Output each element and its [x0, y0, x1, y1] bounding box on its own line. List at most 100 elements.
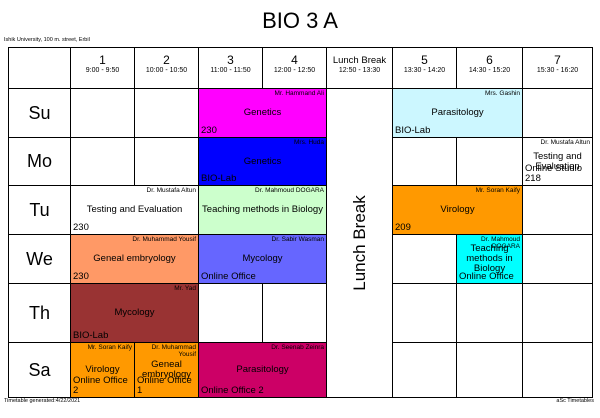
empty-cell	[522, 234, 593, 284]
teacher: Dr. Muhammad Yousif	[132, 236, 196, 243]
teacher: Mr. Soran Kaify	[475, 187, 520, 194]
column-header: 4 12:00 - 12:50	[262, 47, 327, 89]
empty-cell	[262, 283, 327, 343]
empty-cell	[392, 342, 457, 398]
day-label: Su	[8, 88, 71, 138]
subject: Mycology	[114, 307, 155, 318]
empty-cell	[70, 137, 135, 186]
column-time: 12:00 - 12:50	[273, 67, 316, 74]
column-header: Lunch Break 12:50 - 13:30	[326, 47, 393, 89]
column-header: 3 11:00 - 11:50	[198, 47, 263, 89]
column-label: 7	[554, 53, 561, 67]
column-time: 12:50 - 13:30	[338, 67, 381, 74]
teacher: Dr. Mustafa Altun	[146, 187, 197, 194]
lesson-card: Dr. Mustafa Altun Testing and Evaluation 2…	[70, 185, 199, 235]
column-header: 7 15:30 - 16:20	[522, 47, 593, 89]
empty-cell	[134, 88, 199, 138]
teacher: Dr. Seenab Zeinra	[271, 344, 324, 351]
teacher: Mrs. Gashin	[484, 90, 520, 97]
lesson-card: Mr. Yad Mycology BIO-Lab	[70, 283, 199, 343]
room: Online Office 2	[201, 385, 264, 396]
empty-cell	[392, 234, 457, 284]
column-label: Lunch Break	[332, 55, 387, 66]
empty-cell	[392, 137, 457, 186]
subject: Testing and Evaluation	[533, 150, 582, 172]
title: BIO 3 A	[262, 8, 338, 33]
teacher: Dr. Mahmoud DOGARA	[255, 187, 324, 194]
room: 230	[73, 271, 89, 282]
empty-cell	[522, 185, 593, 235]
lesson-card: Dr. Mustafa Altun Testing and Evaluation O…	[522, 137, 593, 186]
room: Online Office 2	[73, 375, 128, 396]
teacher: Mr. Hammand Ali	[274, 90, 325, 97]
column-label: 1	[99, 53, 106, 67]
teacher: Mrs. Huda	[294, 139, 324, 146]
teacher: Dr. Muhammad Yousif	[151, 344, 196, 358]
column-time: 15:30 - 16:20	[536, 67, 579, 74]
column-label: 3	[227, 53, 234, 67]
lesson-card: Dr. Seenab Zeinra Parasitology Online Offi…	[198, 342, 327, 398]
column-time: 11:00 - 11:50	[210, 67, 251, 74]
brand: aSc Timetables	[556, 398, 594, 404]
empty-cell	[198, 283, 263, 343]
lesson-card: Dr. Muhammad Yousif Geneal embryology 230	[70, 234, 199, 284]
empty-cell	[522, 342, 593, 398]
room: BIO-Lab	[395, 125, 431, 136]
teacher: Dr. Mahmoud DOGARA	[480, 236, 520, 250]
empty-cell	[392, 283, 457, 343]
lesson-card: Mrs. Gashin Parasitology BIO-Lab	[392, 88, 523, 138]
subject: Virology	[440, 204, 475, 215]
lesson-card: Mrs. Huda Genetics BIO-Lab	[198, 137, 327, 186]
lesson-card: Dr. Mahmoud DOGARA Teaching methods in Bi…	[456, 234, 523, 284]
day-label: Mo	[8, 137, 71, 186]
subject: Genetics	[243, 107, 282, 118]
subject: Geneal embryology	[141, 359, 192, 380]
column-time: 9:00 - 9:50	[85, 67, 120, 74]
teacher: Mr. Yad	[174, 285, 196, 292]
room: Online Office 1	[137, 375, 192, 396]
column-label: 5	[421, 53, 428, 67]
column-header: 6 14:30 - 15:20	[456, 47, 523, 89]
column-label: 4	[291, 53, 298, 67]
day-label: Tu	[8, 185, 71, 235]
empty-cell	[522, 283, 593, 343]
lesson-card: Dr. Sabir Wasman Mycology Online Office	[198, 234, 327, 284]
school: Ishik University, 100 m. street, Erbil	[4, 37, 90, 43]
lunch-cell: Lunch Break	[326, 88, 393, 398]
room: BIO-Lab	[73, 330, 109, 341]
column-time: 13:30 - 14:20	[403, 67, 446, 74]
generated: Timetable generated:4/22/2021	[4, 398, 81, 404]
lesson-card: Mr. Soran Kaify Virology 209	[392, 185, 523, 235]
teacher: Dr. Sabir Wasman	[271, 236, 325, 243]
room: Online Office	[201, 271, 256, 282]
empty-cell	[134, 137, 199, 186]
subject: Geneal embryology	[93, 253, 176, 264]
room: BIO-Lab	[201, 173, 237, 184]
teacher: Dr. Mustafa Altun	[540, 139, 591, 146]
empty-cell	[522, 88, 593, 138]
subject: Teaching methods in Biology	[202, 204, 323, 215]
column-label: 2	[163, 53, 170, 67]
subject: Mycology	[242, 253, 283, 264]
column-header: 2 10:00 - 10:50	[134, 47, 199, 89]
empty-cell	[456, 137, 523, 186]
lesson-card: Dr. Mahmoud DOGARA Teaching methods in Bi…	[198, 185, 327, 235]
subject: Virology	[85, 364, 120, 375]
subject: Testing and Evaluation	[86, 204, 183, 215]
day-label: We	[8, 234, 71, 284]
subject: Teaching methods in Biology	[466, 243, 513, 274]
empty-cell	[456, 342, 523, 398]
column-header: 5 13:30 - 14:20	[392, 47, 457, 89]
lunch-label: Lunch Break	[349, 195, 369, 291]
subject: Parasitology	[236, 364, 289, 375]
room: 230	[73, 222, 89, 233]
empty-cell	[456, 283, 523, 343]
room: 209	[395, 222, 411, 233]
lesson-card: Dr. Muhammad Yousif Geneal embryology Onli…	[134, 342, 199, 398]
room: 230	[201, 125, 217, 136]
room: Online Studio 218	[525, 163, 583, 184]
subject: Parasitology	[431, 107, 484, 118]
column-time: 14:30 - 15:20	[468, 67, 511, 74]
column-time: 10:00 - 10:50	[145, 67, 188, 74]
